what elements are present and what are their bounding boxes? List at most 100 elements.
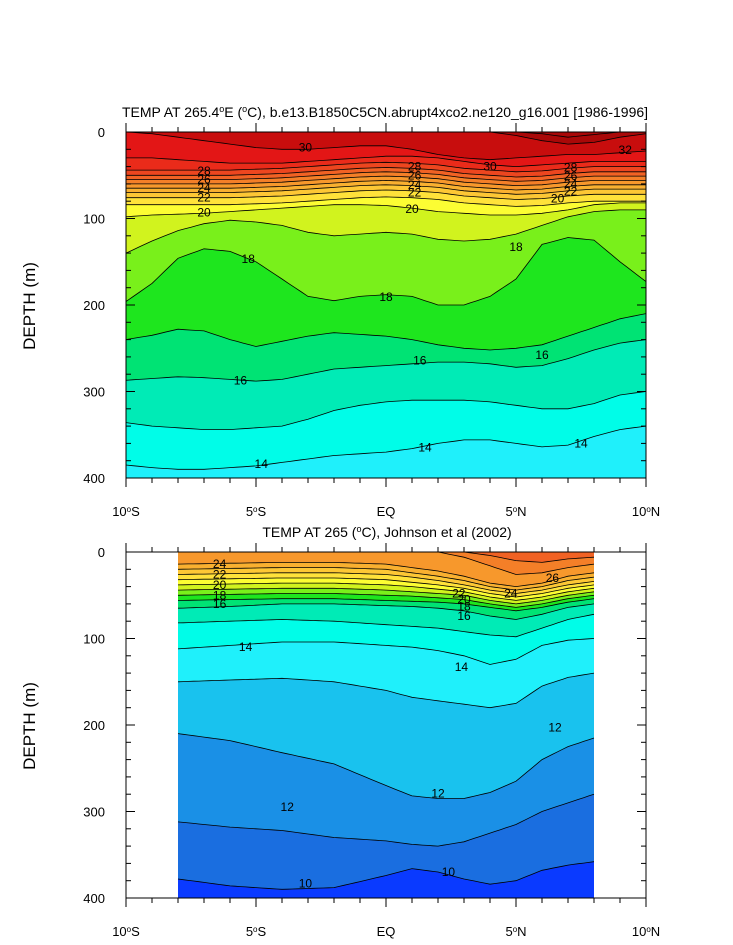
contour-label: 22 [564, 185, 578, 199]
x-tick-label: 5oN [505, 924, 526, 939]
y-tick-label: 400 [83, 891, 105, 906]
isotherm-28 [126, 161, 646, 173]
contour-label: 14 [574, 436, 588, 450]
isotherm-24 [177, 562, 595, 588]
temperature-band-14 [126, 426, 646, 478]
isotherm-27 [126, 167, 646, 178]
contour-label: 30 [299, 141, 313, 155]
y-tick-label: 200 [83, 718, 105, 733]
top-panel-ylabel: DEPTH (m) [20, 262, 39, 350]
contour-label: 14 [239, 640, 253, 654]
contour-label: 20 [457, 593, 471, 607]
contour-label: 30 [483, 160, 497, 174]
x-tick-label: 5oS [246, 504, 267, 519]
bottom-panel-ylabel: DEPTH (m) [20, 682, 39, 770]
contour-label: 14 [418, 441, 432, 455]
contour-label: 20 [551, 192, 565, 206]
bottom-panel: TEMP AT 265 (oC), Johnson et al (2002) D… [20, 524, 660, 939]
x-tick-label: 5oN [505, 504, 526, 519]
contour-label: 28 [197, 164, 211, 178]
isotherm-22 [177, 572, 595, 594]
contour-label: 14 [455, 660, 469, 674]
contour-label: 24 [564, 177, 578, 191]
y-tick-label: 400 [83, 471, 105, 486]
top-panel-fills [126, 132, 646, 479]
contour-label: 26 [546, 571, 560, 585]
contour-label: 16 [413, 353, 427, 367]
top-panel-axes: 0 100 200 300 400 10oS 5oS EQ 5oN 10oN [83, 123, 660, 519]
y-tick-label: 200 [83, 298, 105, 313]
contour-label: 22 [197, 191, 211, 205]
isotherm-17 [178, 598, 595, 612]
contour-label: 10 [442, 865, 456, 879]
y-tick-label: 100 [83, 212, 105, 227]
top-panel-title: TEMP AT 265.4oE (oC), b.e13.B1850C5CN.ab… [122, 104, 648, 120]
y-tick-label: 0 [98, 545, 105, 560]
x-tick-label: 10oN [632, 924, 660, 939]
contour-label: 16 [535, 348, 549, 362]
isotherm-22 [126, 189, 646, 200]
y-tick-label: 300 [83, 805, 105, 820]
contour-label: 22 [408, 186, 422, 200]
isotherm-24 [126, 179, 646, 191]
temperature-band-11 [178, 794, 594, 898]
contour-label: 24 [504, 587, 518, 601]
top-panel-contour-labels: 3028262422202826242220303228262422201818… [197, 141, 632, 472]
bottom-panel-axes: 0 100 200 300 400 10oS 5oS EQ 5oN 10oN [83, 543, 660, 939]
contour-label: 18 [379, 290, 393, 304]
isotherm-18 [125, 237, 647, 306]
contour-label: 26 [197, 173, 211, 187]
contour-label: 28 [564, 160, 578, 174]
x-tick-label: EQ [377, 504, 396, 519]
contour-label: 12 [281, 800, 295, 814]
y-tick-label: 300 [83, 385, 105, 400]
isotherm-19 [125, 209, 646, 254]
contour-label: 24 [197, 181, 211, 195]
y-tick-label: 100 [83, 632, 105, 647]
contour-label: 20 [213, 578, 227, 592]
contour-label: 22 [213, 567, 227, 581]
contour-label: 10 [299, 876, 313, 890]
contour-label: 16 [213, 597, 227, 611]
contour-label: 20 [405, 202, 419, 216]
x-tick-label: 5oS [246, 924, 267, 939]
y-tick-label: 0 [98, 125, 105, 140]
isotherm-21 [126, 196, 646, 207]
x-tick-label: 10oN [632, 504, 660, 519]
contour-label: 24 [408, 178, 422, 192]
contour-label: 32 [619, 143, 633, 157]
contour-label: 24 [213, 557, 227, 571]
isotherm-20 [125, 202, 646, 218]
contour-label: 16 [234, 373, 248, 387]
isotherm-29 [126, 155, 646, 168]
contour-label: 12 [548, 721, 562, 735]
isotherm-25 [126, 175, 646, 187]
contour-label: 18 [242, 252, 256, 266]
contour-label: 18 [213, 588, 227, 602]
isotherm-26 [126, 171, 646, 182]
top-panel: TEMP AT 265.4oE (oC), b.e13.B1850C5CN.ab… [20, 104, 660, 519]
contour-label: 16 [457, 609, 471, 623]
x-tick-label: 10oS [112, 504, 140, 519]
contour-label: 18 [509, 240, 523, 254]
contour-label: 22 [452, 587, 466, 601]
isotherm-14 [177, 638, 595, 665]
isotherm-11 [177, 793, 595, 847]
isotherm-14 [125, 425, 647, 470]
top-panel-isotherms [125, 131, 647, 470]
bottom-panel-fills [178, 552, 594, 898]
isotherm-17 [125, 313, 647, 351]
isotherm-23 [126, 184, 646, 195]
contour-label: 20 [197, 205, 211, 219]
contour-label: 18 [457, 599, 471, 613]
isotherm-16 [125, 339, 647, 382]
isotherm-21 [177, 577, 595, 598]
contour-label: 26 [564, 169, 578, 183]
contour-label: 26 [408, 168, 422, 182]
isotherm-19 [177, 587, 595, 605]
isotherm-13 [177, 672, 595, 709]
contour-label: 14 [255, 457, 269, 471]
isotherm-18 [177, 593, 595, 608]
